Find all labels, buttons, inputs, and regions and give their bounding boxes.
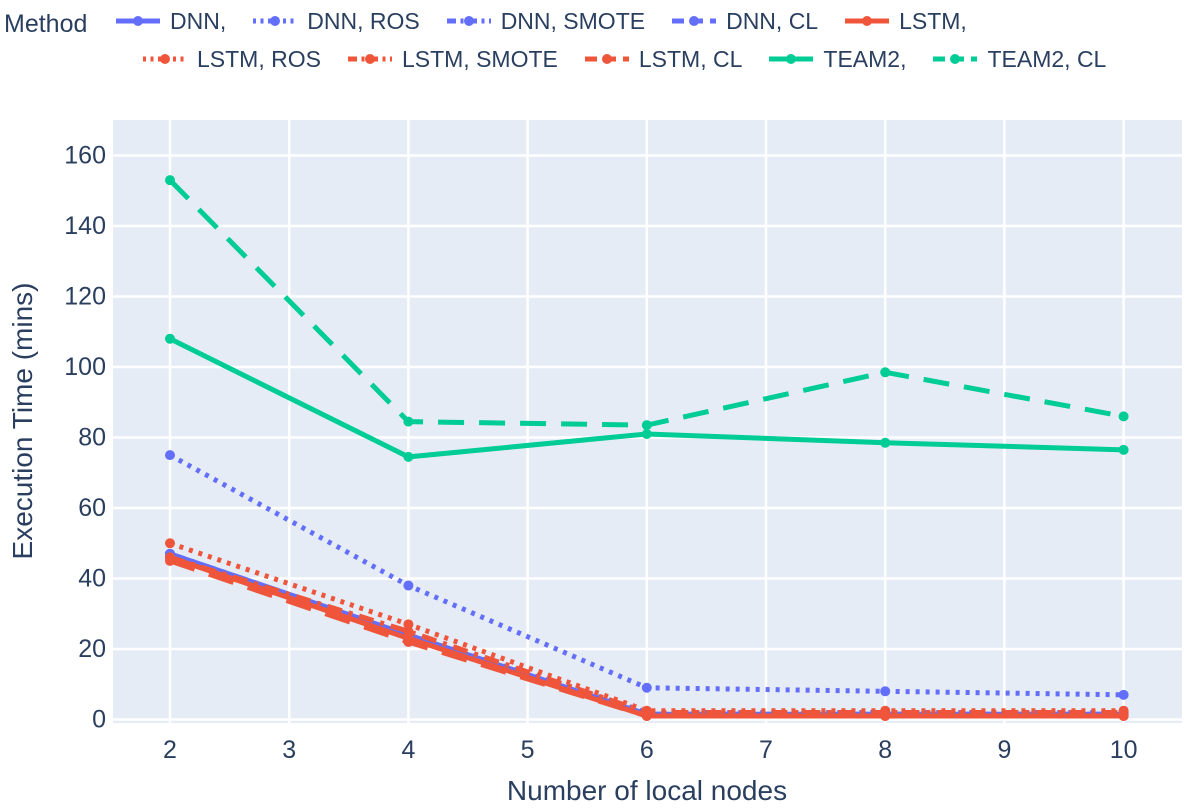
legend-label: TEAM2, CL bbox=[987, 45, 1107, 72]
legend-label: DNN, CL bbox=[726, 7, 819, 34]
legend-item-dnn-smote[interactable]: DNN, SMOTE bbox=[446, 8, 645, 35]
legend-item-dnn-ros[interactable]: DNN, ROS bbox=[252, 7, 420, 35]
x-tick-label: 2 bbox=[163, 736, 177, 764]
data-point-marker bbox=[880, 710, 891, 721]
legend-line-sample bbox=[845, 16, 890, 26]
x-tick-label: 4 bbox=[401, 736, 415, 764]
legend-label: LSTM, bbox=[899, 7, 967, 34]
data-point-marker bbox=[403, 636, 414, 647]
legend-line-sample bbox=[253, 16, 298, 26]
data-point-marker bbox=[641, 710, 652, 721]
y-tick-label: 100 bbox=[64, 353, 106, 381]
legend-item-team2[interactable]: TEAM2, bbox=[768, 46, 906, 73]
y-tick-label: 140 bbox=[64, 212, 106, 240]
legend-item-team2-cl[interactable]: TEAM2, CL bbox=[932, 46, 1106, 73]
x-tick-label: 5 bbox=[521, 736, 535, 764]
x-tick-label: 9 bbox=[997, 736, 1011, 764]
data-point-marker bbox=[1118, 710, 1129, 721]
legend-label: LSTM, CL bbox=[638, 45, 743, 72]
data-point-marker bbox=[165, 555, 175, 566]
data-point-marker bbox=[403, 619, 414, 630]
legend-label: LSTM, SMOTE bbox=[401, 45, 558, 72]
series-team2 bbox=[165, 333, 1129, 462]
legend-row: DNN, DNN, ROS DNN, SMOTE DNN, CL LSTM, bbox=[0, 2, 1196, 40]
y-tick-label: 120 bbox=[64, 283, 106, 311]
y-tick-label: 0 bbox=[92, 706, 106, 734]
legend-line-sample bbox=[769, 54, 814, 64]
legend-item-dnn-cl[interactable]: DNN, CL bbox=[671, 8, 818, 35]
legend-label: DNN, bbox=[170, 7, 227, 34]
series-dnn-ros bbox=[165, 450, 1129, 700]
data-point-marker bbox=[165, 450, 175, 461]
x-tick-label: 7 bbox=[759, 736, 773, 764]
x-tick-label: 6 bbox=[640, 736, 654, 764]
y-tick-label: 80 bbox=[78, 424, 106, 452]
legend-item-lstm-ros[interactable]: LSTM, ROS bbox=[142, 46, 321, 73]
legend-item-lstm[interactable]: LSTM, bbox=[844, 8, 967, 35]
x-tick-label: 8 bbox=[878, 736, 892, 764]
legend-label: TEAM2, bbox=[823, 45, 907, 72]
y-tick-label: 20 bbox=[78, 635, 106, 663]
data-point-marker bbox=[880, 367, 891, 378]
data-point-marker bbox=[403, 451, 414, 462]
legend-item-lstm-smote[interactable]: LSTM, SMOTE bbox=[347, 46, 558, 73]
series-line bbox=[169, 540, 1124, 714]
legend-rows: DNN, DNN, ROS DNN, SMOTE DNN, CL LSTM, LSTM, … bbox=[0, 2, 1196, 78]
x-tick-label: 10 bbox=[1110, 736, 1138, 764]
series-lstm-cl bbox=[165, 555, 1129, 721]
data-point-marker bbox=[880, 686, 891, 697]
data-point-marker bbox=[641, 428, 652, 439]
data-point-marker bbox=[641, 682, 652, 693]
y-tick-label: 160 bbox=[64, 142, 106, 170]
legend-item-lstm-cl[interactable]: LSTM, CL bbox=[584, 45, 743, 73]
legend-line-sample bbox=[143, 54, 187, 64]
data-point-marker bbox=[403, 580, 414, 591]
data-point-marker bbox=[880, 437, 891, 448]
gridlines bbox=[113, 120, 1182, 723]
data-point-marker bbox=[403, 416, 414, 427]
y-tick-label: 40 bbox=[78, 565, 106, 593]
legend-title: Method bbox=[4, 10, 88, 38]
x-axis-title: Number of local nodes bbox=[507, 775, 787, 806]
series-layer bbox=[165, 175, 1129, 721]
data-point-marker bbox=[165, 333, 175, 344]
data-point-marker bbox=[641, 420, 652, 431]
legend-line-sample bbox=[347, 54, 392, 64]
legend-label: LSTM, ROS bbox=[197, 45, 321, 72]
legend-line-sample bbox=[584, 54, 629, 64]
legend-line-sample bbox=[672, 16, 717, 26]
series-team2-cl bbox=[165, 175, 1129, 431]
data-point-marker bbox=[165, 175, 175, 186]
legend-line-sample bbox=[446, 16, 491, 26]
data-point-marker bbox=[1118, 689, 1129, 700]
legend-line-sample bbox=[116, 16, 160, 26]
data-point-marker bbox=[403, 626, 414, 637]
y-axis-title: Execution Time (mins) bbox=[7, 283, 38, 560]
legend-item-dnn[interactable]: DNN, bbox=[115, 8, 226, 35]
legend-label: DNN, SMOTE bbox=[500, 7, 646, 34]
data-point-marker bbox=[165, 538, 175, 549]
y-tick-label: 60 bbox=[78, 494, 106, 522]
legend: Method DNN, DNN, ROS DNN, SMOTE DNN, CL LSTM… bbox=[0, 2, 1196, 78]
data-point-marker bbox=[1118, 411, 1129, 422]
data-point-marker bbox=[1118, 444, 1129, 455]
x-tick-label: 3 bbox=[282, 736, 296, 764]
legend-label: DNN, ROS bbox=[307, 7, 420, 34]
legend-line-sample bbox=[933, 54, 978, 64]
legend-row: LSTM, ROS LSTM, SMOTE LSTM, CL TEAM2, TEAM2,… bbox=[0, 40, 1196, 78]
